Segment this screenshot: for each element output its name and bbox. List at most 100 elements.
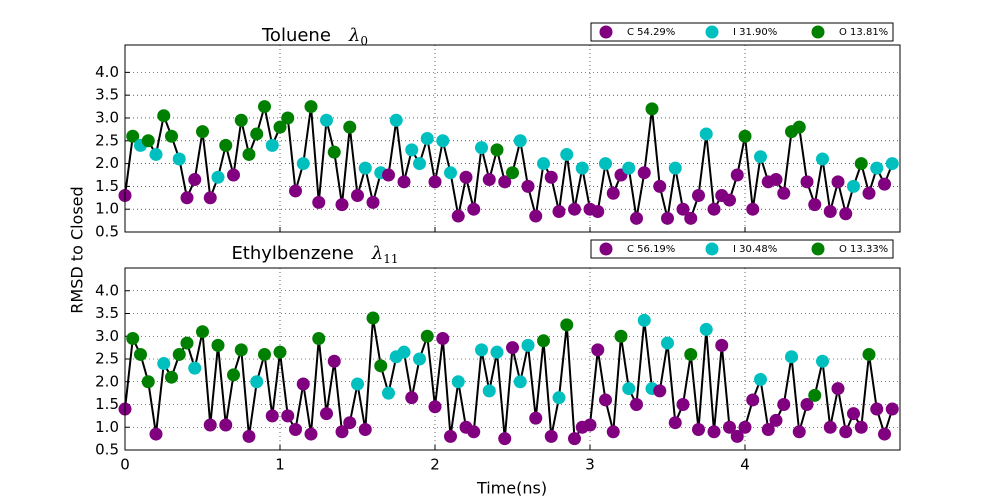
data-point [296, 157, 310, 171]
data-point [885, 402, 899, 416]
data-point [444, 429, 457, 443]
plot-frame [124, 44, 901, 233]
data-point [234, 113, 248, 127]
data-point [289, 184, 302, 198]
data-point [366, 195, 380, 209]
data-point [862, 347, 876, 361]
data-point [227, 168, 240, 182]
data-point [552, 391, 566, 405]
x-tick-label: 1 [275, 456, 285, 474]
data-point [312, 332, 326, 346]
data-point [878, 177, 891, 191]
data-point [537, 157, 550, 171]
data-point [141, 375, 155, 389]
data-point [382, 168, 395, 182]
y-tick-label: 2.0 [95, 372, 119, 390]
data-point [870, 161, 884, 175]
data-point [475, 141, 488, 155]
data-point [599, 157, 612, 171]
data-point [560, 318, 574, 332]
data-point [816, 354, 829, 368]
y-tick-label: 4.0 [95, 63, 119, 81]
data-point [529, 209, 543, 223]
data-point [552, 204, 566, 218]
data-point [591, 343, 605, 357]
data-point [599, 393, 612, 407]
data-point [862, 186, 876, 200]
y-tick-label: 1.0 [95, 418, 119, 436]
data-point [854, 157, 868, 171]
data-point [196, 325, 209, 339]
data-point [529, 411, 543, 425]
data-point [761, 423, 775, 437]
data-point [273, 120, 287, 134]
data-point [560, 147, 574, 161]
data-point [568, 432, 581, 446]
data-point [823, 420, 837, 434]
data-point [730, 429, 744, 443]
y-tick-label: 3.5 [95, 304, 119, 322]
legend-marker [599, 242, 613, 256]
data-point [800, 175, 814, 189]
data-point [676, 202, 690, 216]
data-point [343, 120, 357, 134]
data-point [498, 432, 512, 446]
data-point [754, 372, 767, 386]
data-point [296, 377, 310, 391]
data-point [335, 198, 349, 212]
data-point [847, 179, 860, 193]
data-point [637, 313, 651, 327]
data-point [351, 189, 364, 203]
data-point [521, 179, 535, 193]
data-point [839, 207, 853, 221]
legend-marker [705, 242, 719, 256]
data-point [878, 427, 891, 441]
data-point [723, 193, 736, 207]
data-point [777, 398, 791, 411]
data-point [172, 152, 186, 166]
data-point [847, 407, 860, 421]
data-point [692, 189, 705, 203]
data-point [397, 175, 411, 189]
title-subscript: 11 [383, 252, 398, 266]
y-tick-label: 1.0 [95, 200, 119, 218]
data-point [746, 202, 760, 216]
data-point [327, 145, 341, 159]
data-point [242, 147, 256, 161]
data-point [203, 191, 217, 205]
legend-label: O 13.33% [839, 244, 888, 255]
data-point [506, 341, 519, 355]
y-tick-label: 2.0 [95, 154, 119, 172]
legend-label: I 30.48% [733, 244, 777, 255]
data-point [769, 173, 783, 187]
legend-label: C 54.29% [627, 27, 675, 38]
chart-title: Toluene λ0 [261, 25, 368, 48]
data-point [808, 198, 822, 212]
data-point [699, 127, 713, 141]
data-point [428, 175, 442, 189]
data-point [265, 409, 279, 423]
x-axis-label: Time(ns) [476, 479, 547, 498]
y-tick-label: 2.5 [95, 131, 119, 149]
title-text: Ethylbenzene [231, 243, 371, 264]
data-point [196, 125, 209, 139]
data-point [149, 147, 163, 161]
data-point [451, 209, 465, 223]
title-symbol: λ [371, 243, 383, 264]
data-point [707, 425, 721, 439]
data-point [459, 170, 473, 184]
data-point [405, 391, 419, 405]
legend-marker [599, 25, 613, 39]
data-point [165, 370, 178, 384]
data-point [521, 338, 535, 352]
title-text: Toluene [261, 25, 349, 46]
data-point [885, 157, 899, 171]
data-point [250, 375, 264, 389]
x-tick-label: 3 [585, 456, 595, 474]
data-point [870, 402, 884, 416]
data-point [482, 173, 496, 187]
data-point [490, 143, 504, 157]
data-point [668, 416, 682, 430]
data-point [366, 311, 380, 325]
